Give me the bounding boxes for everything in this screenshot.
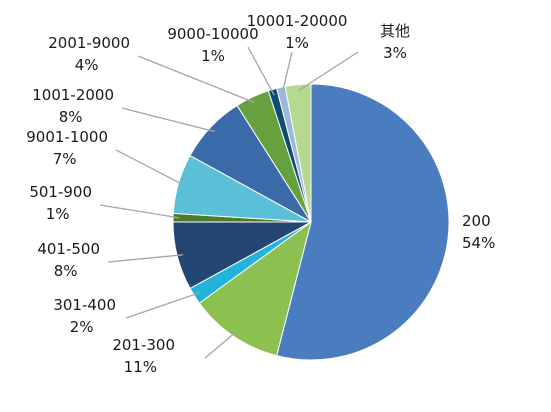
leader-line-2 — [204, 330, 238, 359]
slice-label-1: 200 54% — [462, 212, 495, 252]
slice-percent-label: 7% — [53, 150, 77, 168]
slice-category-label: 2001-9000 — [48, 34, 130, 52]
slice-label-7: 1001-2000 8% — [32, 86, 114, 126]
slice-label-4: 401-500 8% — [37, 240, 100, 280]
slice-percent-label: 3% — [383, 44, 407, 62]
slice-category-label: 201-300 — [112, 336, 175, 354]
slice-percent-label: 54% — [462, 234, 495, 252]
slice-label-8: 2001-9000 4% — [48, 34, 130, 74]
slice-percent-label: 8% — [54, 262, 78, 280]
slice-category-label: 其他 — [380, 22, 410, 40]
slice-percent-label: 8% — [59, 108, 83, 126]
leader-line-4 — [107, 254, 184, 263]
slice-label-2: 201-300 11% — [112, 336, 175, 376]
slice-category-label: 10001-20000 — [247, 12, 348, 30]
leader-line-8 — [137, 55, 256, 104]
slice-label-11: 其他 3% — [380, 22, 410, 62]
slice-percent-label: 1% — [46, 205, 70, 223]
slice-percent-label: 1% — [201, 47, 225, 65]
leader-line-6 — [115, 149, 185, 186]
pie-slice-1 — [276, 83, 450, 361]
slice-category-label: 9001-1000 — [26, 128, 108, 146]
slice-percent-label: 1% — [285, 34, 309, 52]
leader-line-3 — [125, 292, 200, 319]
leader-lines — [99, 46, 359, 359]
pie-slices — [172, 83, 450, 361]
leader-line-9 — [247, 46, 275, 96]
slice-category-label: 200 — [462, 212, 491, 230]
slice-label-10: 10001-20000 1% — [247, 12, 348, 52]
pie-slice-11 — [284, 83, 312, 223]
slice-label-5: 501-900 1% — [29, 183, 92, 223]
slice-percent-label: 4% — [75, 56, 99, 74]
slice-label-6: 9001-1000 7% — [26, 128, 108, 168]
leader-line-11 — [298, 51, 359, 92]
slice-category-label: 401-500 — [37, 240, 100, 258]
slice-category-label: 9000-10000 — [167, 25, 258, 43]
slice-category-label: 301-400 — [53, 296, 116, 314]
leader-line-10 — [281, 51, 293, 94]
slice-label-9: 9000-10000 1% — [167, 25, 258, 65]
leader-line-5 — [99, 204, 180, 219]
slice-percent-label: 11% — [124, 358, 157, 376]
slice-labels: 200 54%201-300 11%301-400 2%401-500 8%501-90… — [26, 12, 495, 376]
pie-slice-2 — [198, 220, 312, 357]
slice-percent-label: 2% — [70, 318, 94, 336]
slice-label-3: 301-400 2% — [53, 296, 116, 336]
slice-category-label: 501-900 — [29, 183, 92, 201]
slice-category-label: 1001-2000 — [32, 86, 114, 104]
leader-line-7 — [121, 107, 215, 133]
